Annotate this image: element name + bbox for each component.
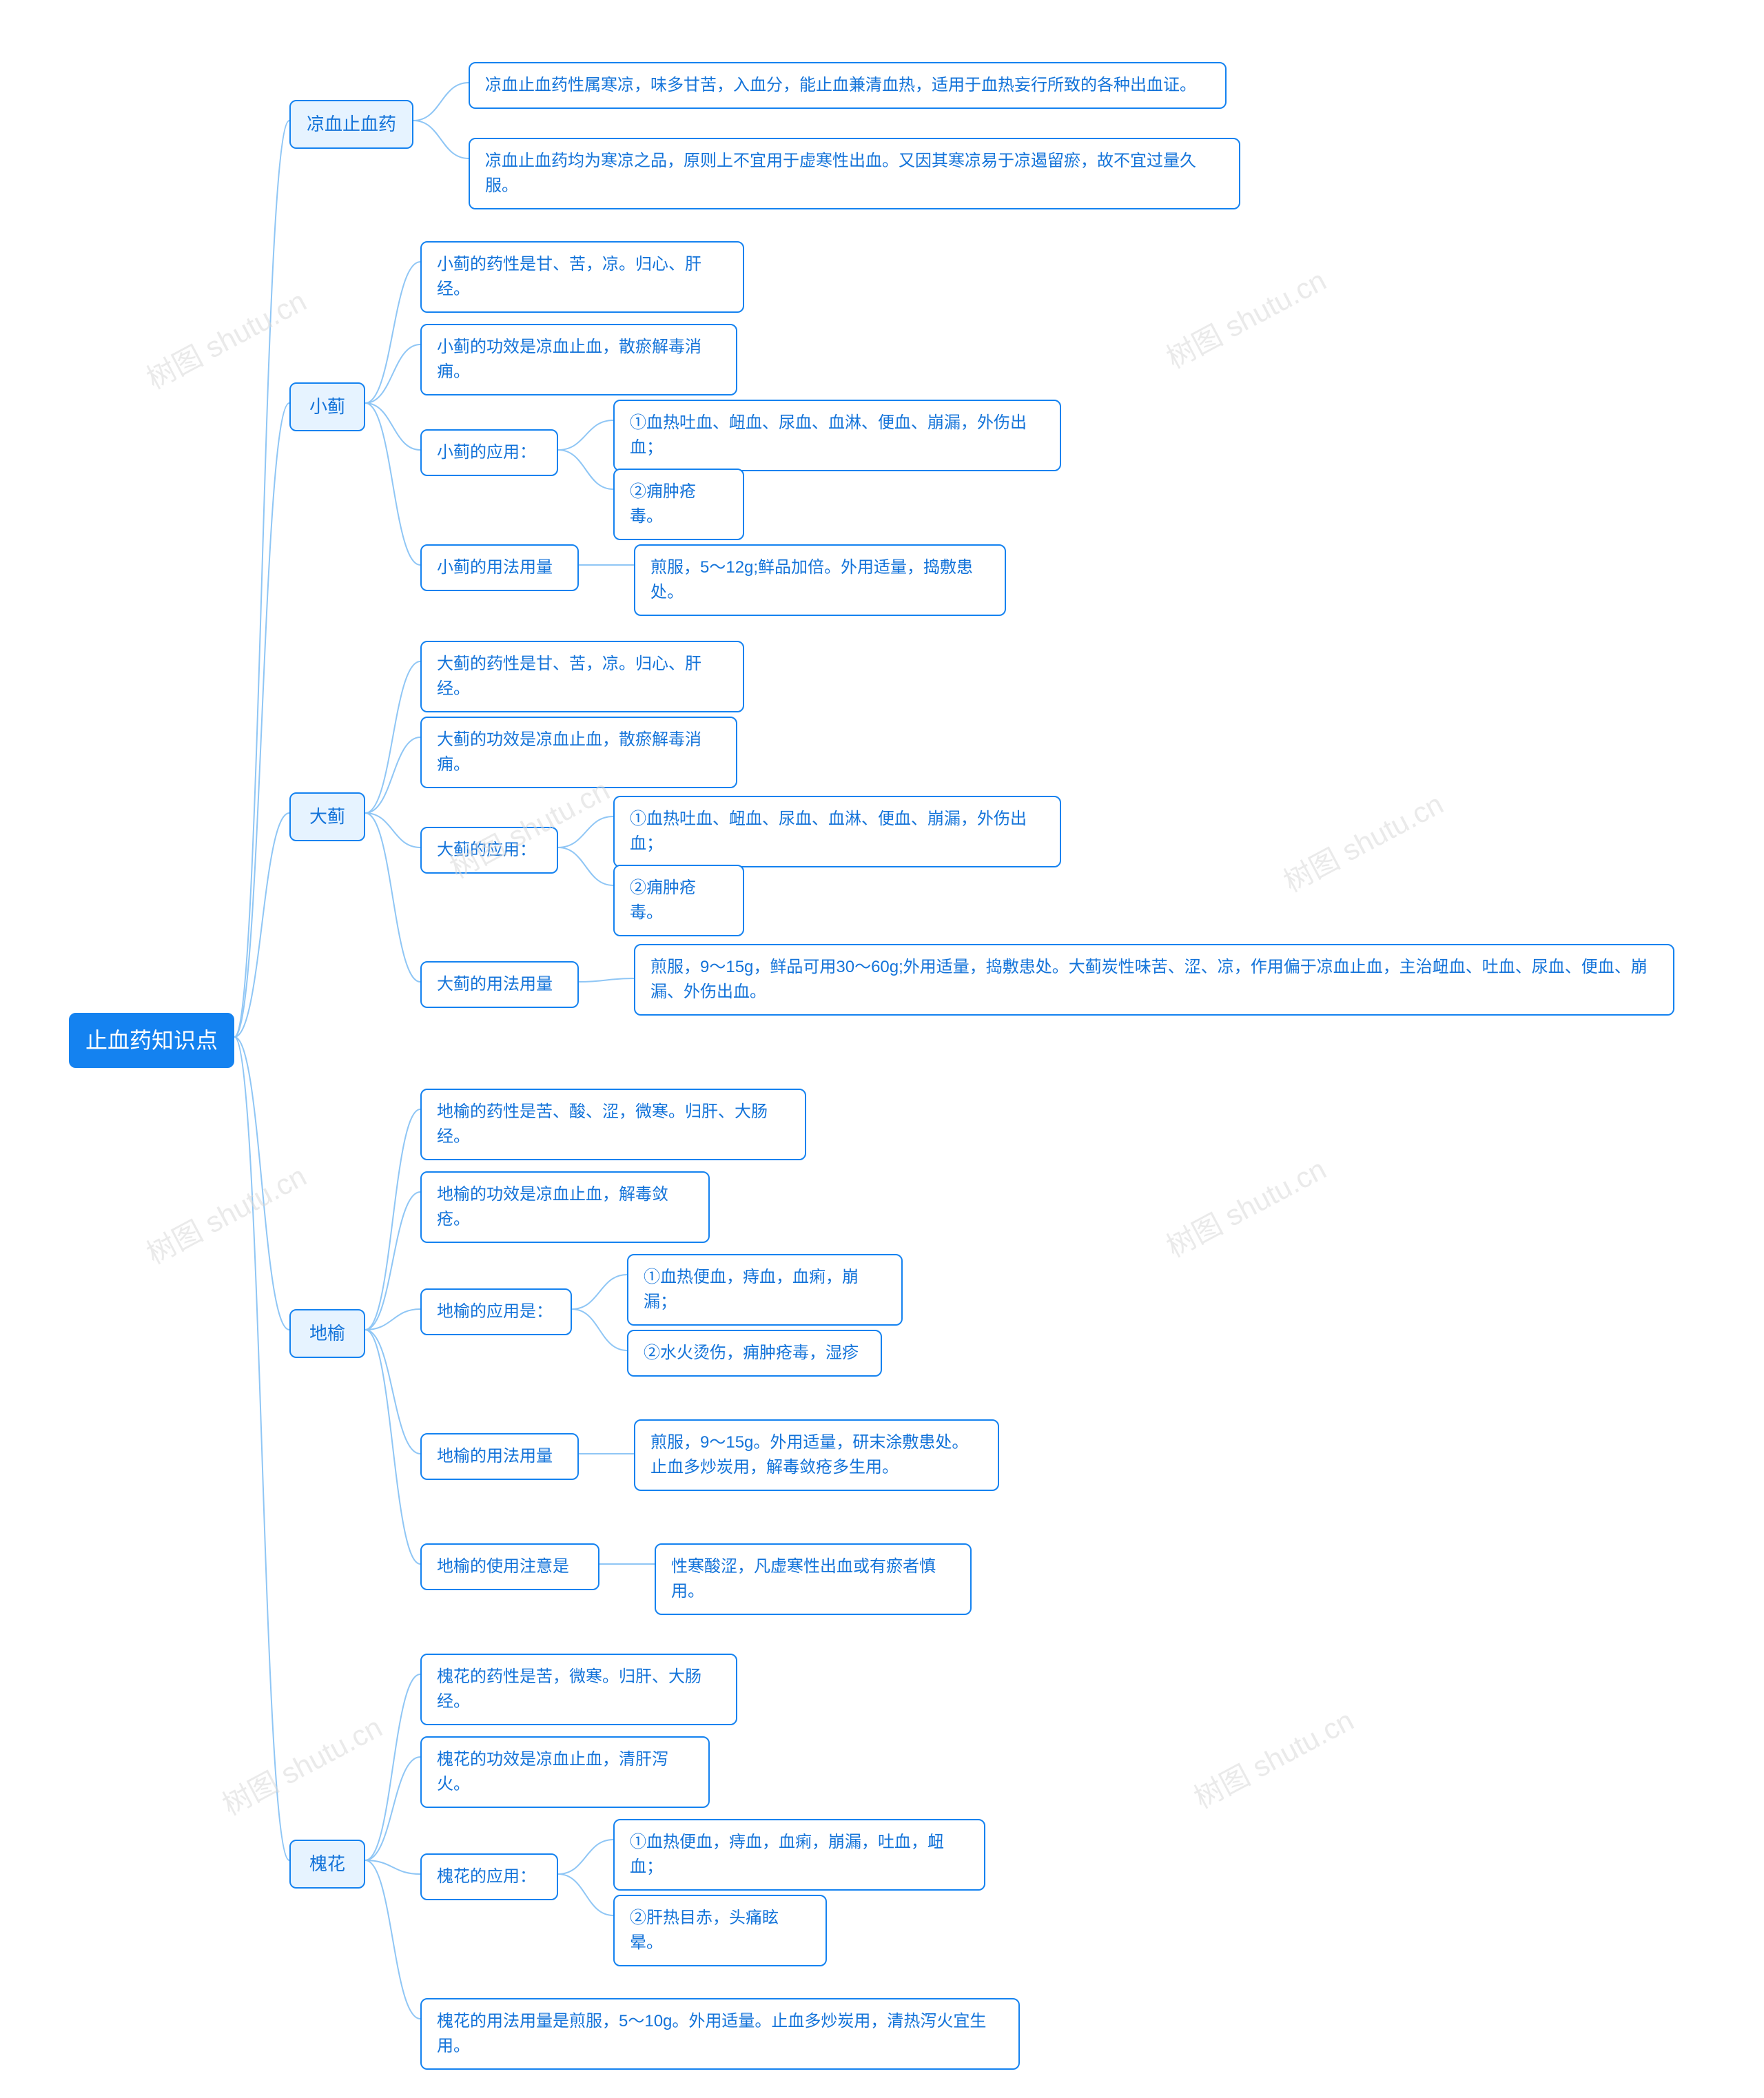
b3c2-node: 大蓟的功效是凉血止血，散瘀解毒消痈。 <box>420 717 737 788</box>
node-label: ②痈肿疮毒。 <box>630 480 728 529</box>
b1-node: 凉血止血药 <box>289 100 413 149</box>
b2c1-node: 小蓟的药性是甘、苦，凉。归心、肝经。 <box>420 241 744 313</box>
watermark: 树图 shutu.cn <box>1158 1146 1333 1266</box>
node-label: 性寒酸涩，凡虚寒性出血或有瘀者慎用。 <box>671 1554 955 1604</box>
b4-node: 地榆 <box>289 1309 365 1358</box>
node-label: ①血热便血，痔血，血痢，崩漏； <box>644 1265 886 1315</box>
node-label: ①血热吐血、衄血、尿血、血淋、便血、崩漏，外伤出血； <box>630 411 1045 460</box>
b5-node: 槐花 <box>289 1840 365 1889</box>
node-label: 小蓟的用法用量 <box>437 555 553 580</box>
b2c3a-node: ①血热吐血、衄血、尿血、血淋、便血、崩漏，外伤出血； <box>613 400 1061 471</box>
b4c3b-node: ②水火烫伤，痈肿疮毒，湿疹 <box>627 1330 882 1377</box>
node-label: ①血热便血，痔血，血痢，崩漏，吐血，衄血； <box>630 1830 969 1880</box>
watermark: 树图 shutu.cn <box>1158 258 1333 377</box>
b4c3a-node: ①血热便血，痔血，血痢，崩漏； <box>627 1254 903 1326</box>
b5c3a-node: ①血热便血，痔血，血痢，崩漏，吐血，衄血； <box>613 1819 985 1891</box>
b2c4a-node: 煎服，5～12g;鲜品加倍。外用适量，捣敷患处。 <box>634 544 1006 616</box>
node-label: 槐花的应用： <box>437 1864 536 1889</box>
b3c3-node: 大蓟的应用： <box>420 827 558 874</box>
node-label: 凉血止血药均为寒凉之品，原则上不宜用于虚寒性出血。又因其寒凉易于凉遏留瘀，故不宜… <box>485 149 1224 198</box>
node-label: 大蓟的功效是凉血止血，散瘀解毒消痈。 <box>437 728 721 777</box>
b5c2-node: 槐花的功效是凉血止血，清肝泻火。 <box>420 1736 710 1808</box>
b1c1-node: 凉血止血药性属寒凉，味多甘苦，入血分，能止血兼清血热，适用于血热妄行所致的各种出… <box>469 62 1227 109</box>
watermark: 树图 shutu.cn <box>214 1705 389 1824</box>
b5c3b-node: ②肝热目赤，头痛眩晕。 <box>613 1895 827 1966</box>
b2c2-node: 小蓟的功效是凉血止血，散瘀解毒消痈。 <box>420 324 737 395</box>
node-label: 地榆 <box>309 1320 345 1347</box>
watermark: 树图 shutu.cn <box>139 1153 313 1273</box>
watermark: 树图 shutu.cn <box>1186 1698 1360 1817</box>
node-label: 大蓟的用法用量 <box>437 972 553 997</box>
node-label: 止血药知识点 <box>85 1024 218 1057</box>
node-label: 地榆的使用注意是 <box>437 1554 569 1579</box>
node-label: ①血热吐血、衄血、尿血、血淋、便血、崩漏，外伤出血； <box>630 807 1045 856</box>
b3c3b-node: ②痈肿疮毒。 <box>613 865 744 936</box>
node-label: 槐花 <box>309 1851 345 1878</box>
node-label: 小蓟 <box>309 393 345 420</box>
b5c1-node: 槐花的药性是苦，微寒。归肝、大肠经。 <box>420 1654 737 1725</box>
node-label: 大蓟的药性是甘、苦，凉。归心、肝经。 <box>437 652 728 701</box>
b3c1-node: 大蓟的药性是甘、苦，凉。归心、肝经。 <box>420 641 744 712</box>
node-label: 凉血止血药性属寒凉，味多甘苦，入血分，能止血兼清血热，适用于血热妄行所致的各种出… <box>485 73 1196 98</box>
node-label: ②痈肿疮毒。 <box>630 876 728 925</box>
node-label: ②水火烫伤，痈肿疮毒，湿疹 <box>644 1341 859 1366</box>
b2c3-node: 小蓟的应用： <box>420 429 558 476</box>
b4c3-node: 地榆的应用是： <box>420 1288 572 1335</box>
b3c3a-node: ①血热吐血、衄血、尿血、血淋、便血、崩漏，外伤出血； <box>613 796 1061 867</box>
b4c4a-node: 煎服，9～15g。外用适量，研末涂敷患处。止血多炒炭用，解毒敛疮多生用。 <box>634 1419 999 1491</box>
node-label: 小蓟的药性是甘、苦，凉。归心、肝经。 <box>437 252 728 302</box>
node-label: 地榆的用法用量 <box>437 1444 553 1469</box>
root-node: 止血药知识点 <box>69 1013 234 1068</box>
b2-node: 小蓟 <box>289 382 365 431</box>
node-label: 煎服，9～15g。外用适量，研末涂敷患处。止血多炒炭用，解毒敛疮多生用。 <box>650 1430 983 1480</box>
node-label: 槐花的药性是苦，微寒。归肝、大肠经。 <box>437 1665 721 1714</box>
node-label: 地榆的应用是： <box>437 1299 553 1324</box>
b4c2-node: 地榆的功效是凉血止血，解毒敛疮。 <box>420 1171 710 1243</box>
watermark: 树图 shutu.cn <box>139 278 313 398</box>
b5c4-node: 槐花的用法用量是煎服，5～10g。外用适量。止血多炒炭用，清热泻火宜生用。 <box>420 1998 1020 2070</box>
b4c1-node: 地榆的药性是苦、酸、涩，微寒。归肝、大肠经。 <box>420 1089 806 1160</box>
node-label: 凉血止血药 <box>307 111 396 138</box>
node-label: ②肝热目赤，头痛眩晕。 <box>630 1906 810 1955</box>
b2c4-node: 小蓟的用法用量 <box>420 544 579 591</box>
node-label: 地榆的功效是凉血止血，解毒敛疮。 <box>437 1182 693 1232</box>
node-label: 地榆的药性是苦、酸、涩，微寒。归肝、大肠经。 <box>437 1100 790 1149</box>
node-label: 大蓟 <box>309 803 345 830</box>
watermark: 树图 shutu.cn <box>1275 781 1450 901</box>
node-label: 小蓟的功效是凉血止血，散瘀解毒消痈。 <box>437 335 721 384</box>
node-label: 槐花的用法用量是煎服，5～10g。外用适量。止血多炒炭用，清热泻火宜生用。 <box>437 2009 1003 2059</box>
node-label: 煎服，9～15g，鲜品可用30～60g;外用适量，捣敷患处。大蓟炭性味苦、涩、凉… <box>650 955 1658 1005</box>
node-label: 大蓟的应用： <box>437 838 536 863</box>
b1c2-node: 凉血止血药均为寒凉之品，原则上不宜用于虚寒性出血。又因其寒凉易于凉遏留瘀，故不宜… <box>469 138 1240 209</box>
b4c5-node: 地榆的使用注意是 <box>420 1543 599 1590</box>
b3-node: 大蓟 <box>289 792 365 841</box>
node-label: 小蓟的应用： <box>437 440 536 465</box>
b5c3-node: 槐花的应用： <box>420 1853 558 1900</box>
b3c4a-node: 煎服，9～15g，鲜品可用30～60g;外用适量，捣敷患处。大蓟炭性味苦、涩、凉… <box>634 944 1674 1016</box>
b4c5a-node: 性寒酸涩，凡虚寒性出血或有瘀者慎用。 <box>655 1543 972 1615</box>
node-label: 槐花的功效是凉血止血，清肝泻火。 <box>437 1747 693 1797</box>
b3c4-node: 大蓟的用法用量 <box>420 961 579 1008</box>
node-label: 煎服，5～12g;鲜品加倍。外用适量，捣敷患处。 <box>650 555 989 605</box>
b4c4-node: 地榆的用法用量 <box>420 1433 579 1480</box>
b2c3b-node: ②痈肿疮毒。 <box>613 469 744 540</box>
